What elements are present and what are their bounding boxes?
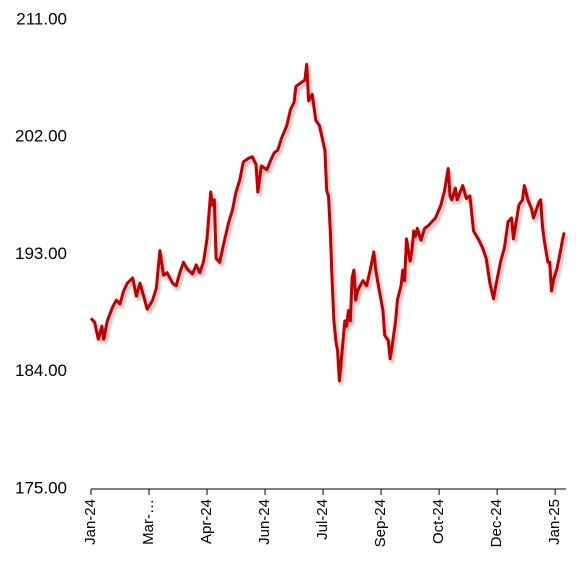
y-tick-label: 193.00 [15,244,67,263]
x-tick-label: Jul-24 [314,499,331,540]
x-tick-label: Sep-24 [372,499,389,547]
price-line [89,62,566,383]
x-tick-label: Jun-24 [256,499,273,545]
x-tick-label: Oct-24 [430,499,447,544]
x-tick-label: Apr-24 [198,499,215,544]
y-tick-label: 175.00 [15,478,67,497]
x-tick-label: Jan-24 [82,499,99,545]
x-tick-label: Dec-24 [488,499,505,547]
y-tick-label: 184.00 [15,361,67,380]
x-tick-label: Jan-25 [546,499,563,545]
y-tick-label: 211.00 [16,9,67,28]
y-tick-label: 202.00 [15,127,67,146]
x-tick-label: Mar-… [140,499,157,545]
